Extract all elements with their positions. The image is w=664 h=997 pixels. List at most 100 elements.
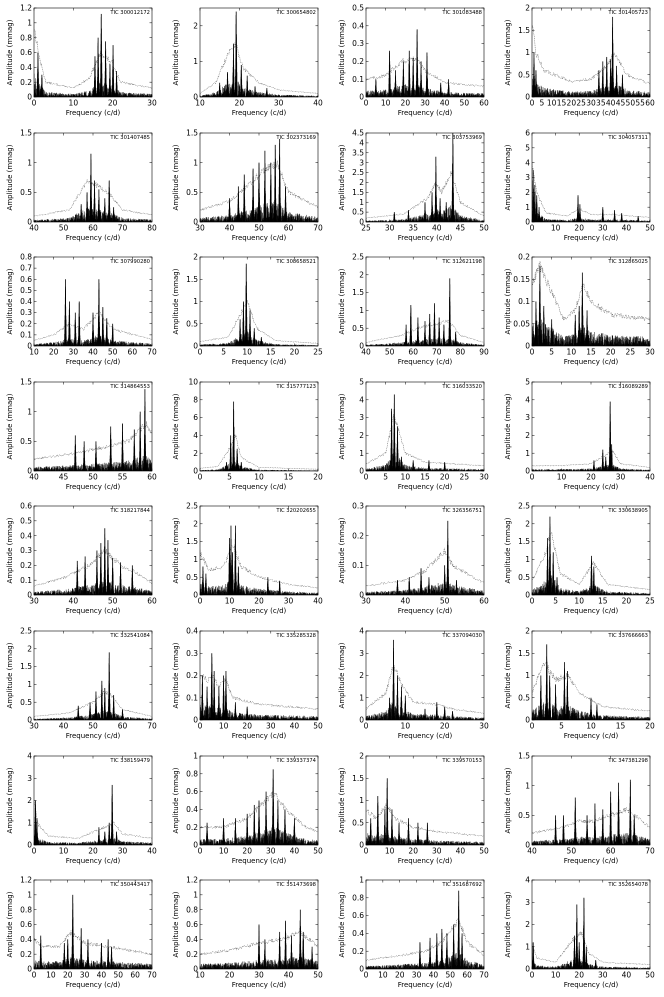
periodogram-panel: 40 45 50 55 60 0 0.5 1 1.5 Frequency (c/d) Amplitu… — [0, 374, 166, 498]
x-tick-label: 60 — [284, 223, 294, 232]
amplitude-spectrum — [366, 529, 484, 596]
amplitude-spectrum — [532, 171, 650, 222]
y-tick-label: 1 — [359, 197, 364, 206]
x-tick-label: 80 — [147, 223, 157, 232]
x-tick-label: 0 — [364, 846, 369, 855]
amplitude-spectrum — [34, 658, 152, 720]
x-tick-label: 30 — [479, 472, 489, 481]
y-tick-label: 5 — [359, 377, 364, 386]
y-tick-label: 2 — [359, 751, 364, 760]
y-tick-label: 0.4 — [20, 935, 32, 944]
x-tick-label: 70 — [479, 971, 489, 980]
tic-id-label: TIC 326356751 — [441, 508, 482, 514]
tic-id-label: TIC 318217844 — [109, 508, 150, 514]
plot-frame — [33, 755, 153, 845]
x-tick-label: 0 — [530, 99, 535, 108]
x-tick-label: 30 — [195, 223, 205, 232]
y-tick-label: 0.6 — [20, 502, 32, 511]
y-axis-title: Amplitude (mmag) — [172, 144, 180, 210]
y-axis-title: Amplitude (mmag) — [172, 518, 180, 584]
x-axis-title: Frequency (c/d) — [398, 732, 453, 740]
y-axis-title: Amplitude (mmag) — [504, 518, 512, 584]
x-axis-title: Frequency (c/d) — [564, 109, 619, 117]
periodogram-panel: 0 10 20 30 40 50 60 0 0.1 0.2 0.3 0.4 0.5 Frequency (… — [332, 0, 498, 124]
tic-id-label: TIC 312865025 — [607, 259, 648, 265]
y-tick-label: 2 — [193, 520, 198, 529]
x-tick-label: 25 — [645, 597, 655, 606]
noise-level-line — [532, 532, 650, 591]
y-tick-label: 1 — [27, 407, 32, 416]
periodogram-svg: 40 50 60 70 0 0.5 1 1.5 Frequency (c/d) Amplitude… — [504, 751, 655, 864]
y-tick-label: 1 — [359, 796, 364, 805]
y-axis-title: Amplitude (mmag) — [338, 767, 346, 833]
y-tick-label: 0 — [359, 840, 364, 849]
y-tick-label: 0 — [193, 217, 198, 226]
periodogram-svg: 0 10 20 30 0 0.2 0.4 0.6 0.8 1 1.2 Frequency (c/d) A… — [6, 4, 157, 117]
y-axis-title: Amplitude (mmag) — [504, 767, 512, 833]
x-tick-label: 10 — [46, 971, 56, 980]
periodogram-svg: 10 20 30 40 50 60 70 0 0.1 0.2 0.3 0.4 0.5 0.6 0.7 0.8 F… — [6, 253, 157, 366]
y-tick-label: 0 — [525, 342, 530, 351]
y-tick-label: 4 — [27, 751, 32, 760]
y-tick-label: 3 — [525, 898, 530, 907]
y-tick-label: 0.5 — [186, 320, 198, 329]
x-tick-label: 70 — [432, 348, 442, 357]
y-tick-label: 1.5 — [352, 288, 364, 297]
y-tick-label: 1 — [359, 876, 364, 885]
y-tick-label: 0.2 — [20, 950, 32, 959]
x-tick-label: 40 — [29, 472, 39, 481]
y-axis-title: Amplitude (mmag) — [338, 642, 346, 708]
x-tick-label: 15 — [284, 472, 294, 481]
x-tick-label: 0 — [530, 597, 535, 606]
periodogram-panel: 40 50 60 70 80 0 0.5 1 1.5 Frequency (c/d) Amplitu… — [0, 125, 166, 249]
tic-id-label: TIC 352654078 — [607, 882, 648, 888]
x-tick-label: 30 — [29, 597, 39, 606]
x-tick-label: 20 — [235, 99, 245, 108]
x-tick-label: 60 — [118, 722, 128, 731]
x-axis-title: Frequency (c/d) — [564, 981, 619, 989]
y-axis-title: Amplitude (mmag) — [338, 268, 346, 334]
periodogram-svg: 0 5 10 15 20 25 30 0 0.05 0.1 0.15 0.2 Frequency (c/… — [504, 253, 655, 366]
periodogram-svg: 0 10 20 30 40 50 0 1 2 3 4 Frequency (c/d) Amplitude… — [504, 876, 655, 989]
x-tick-label: 20 — [63, 971, 73, 980]
x-tick-label: 30 — [385, 223, 395, 232]
noise-level-line — [366, 548, 484, 588]
noise-level-line — [366, 55, 484, 88]
y-tick-label: 4 — [525, 158, 530, 167]
x-axis-title: Frequency (c/d) — [564, 483, 619, 491]
x-tick-label: 10 — [385, 846, 395, 855]
y-tick-label: 3 — [525, 173, 530, 182]
y-tick-label: 2 — [27, 796, 32, 805]
y-tick-label: 1.2 — [20, 4, 32, 13]
periodogram-panel: 0 10 20 30 40 50 60 70 0 0.2 0.4 0.6 0.8 1 1.2 Frequenc… — [0, 872, 166, 996]
periodogram-panel: 40 50 60 70 80 90 0 0.5 1 1.5 2 2.5 Frequency (c/d) A… — [332, 249, 498, 373]
x-tick-label: 50 — [88, 472, 98, 481]
x-tick-label: 5 — [221, 348, 226, 357]
periodogram-panel: 10 20 30 40 50 0 0.2 0.4 0.6 0.8 1 1.2 Frequency (c/… — [166, 872, 332, 996]
amplitude-spectrum — [366, 895, 484, 970]
y-tick-label: 0.2 — [352, 947, 364, 956]
y-axis-title: Amplitude (mmag) — [338, 19, 346, 85]
x-tick-label: 40 — [69, 597, 79, 606]
y-tick-label: 0.6 — [20, 48, 32, 57]
periodogram-svg: 10 20 30 40 0 1 2 Frequency (c/d) Amplitude (mma… — [172, 7, 323, 117]
x-tick-label: 40 — [432, 223, 442, 232]
noise-level-line — [532, 261, 650, 322]
y-tick-label: 2 — [525, 4, 530, 13]
periodogram-panel: 0 10 20 30 40 50 60 70 0 0.2 0.4 0.6 0.8 1 Frequency (… — [332, 872, 498, 996]
periodogram-svg: 30 40 50 60 70 0 0.5 1 1.5 Frequency (c/d) Amplitu… — [172, 128, 323, 242]
periodogram-panel: 30 40 50 60 0 0.1 0.2 0.3 Frequency (c/d) Amplitu… — [332, 498, 498, 622]
tic-id-label: TIC 339337374 — [275, 758, 316, 764]
x-tick-label: 10 — [381, 99, 391, 108]
y-tick-label: 0.5 — [518, 693, 530, 702]
x-tick-label: 5 — [383, 472, 388, 481]
x-axis-title: Frequency (c/d) — [232, 234, 287, 242]
y-tick-label: 0.6 — [20, 275, 32, 284]
y-tick-label: 0.5 — [518, 573, 530, 582]
y-tick-label: 3 — [359, 158, 364, 167]
amplitude-spectrum — [200, 408, 318, 471]
x-tick-label: 50 — [446, 971, 456, 980]
noise-level-line — [366, 414, 484, 466]
x-tick-label: 0 — [364, 722, 369, 731]
y-tick-label: 1.5 — [186, 275, 198, 284]
